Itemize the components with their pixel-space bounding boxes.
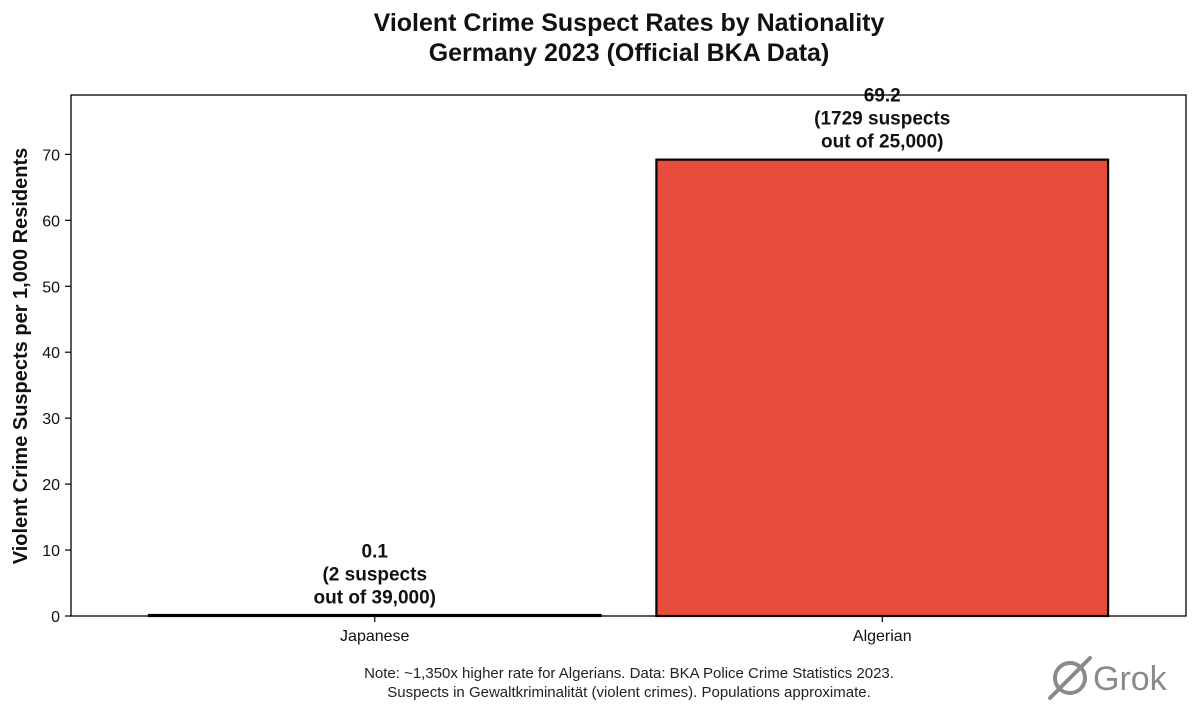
chart-title: Violent Crime Suspect Rates by Nationali… bbox=[374, 9, 885, 37]
footnote-line-2: Suspects in Gewaltkriminalität (violent … bbox=[387, 684, 871, 701]
y-tick-label: 0 bbox=[51, 609, 60, 626]
y-axis-label: Violent Crime Suspects per 1,000 Residen… bbox=[10, 148, 32, 564]
chart-subtitle: Germany 2023 (Official BKA Data) bbox=[429, 39, 830, 67]
bar-algerian bbox=[655, 158, 1110, 618]
x-tick-label: Japanese bbox=[340, 628, 409, 645]
data-label: 69.2 bbox=[864, 86, 901, 107]
data-label: out of 39,000) bbox=[314, 587, 436, 608]
data-label: 0.1 bbox=[362, 541, 389, 562]
footnote-line-1: Note: ~1,350x higher rate for Algerians.… bbox=[364, 665, 894, 682]
y-tick-label: 50 bbox=[42, 279, 60, 296]
y-tick-label: 40 bbox=[42, 345, 60, 362]
plot-frame bbox=[70, 94, 1187, 617]
x-tick-label: Algerian bbox=[853, 628, 912, 645]
y-tick-label: 30 bbox=[42, 411, 60, 428]
watermark-text: Grok bbox=[1093, 660, 1168, 698]
data-label: (1729 suspects bbox=[814, 109, 950, 130]
grok-logo-icon bbox=[1048, 656, 1092, 700]
x-ticks-group: Japanese Algerian bbox=[340, 616, 912, 645]
data-label: out of 25,000) bbox=[821, 132, 943, 153]
y-tick-label: 70 bbox=[42, 147, 60, 164]
y-tick-label: 10 bbox=[42, 543, 60, 560]
y-ticks-group: 0 10 20 30 40 50 60 70 bbox=[42, 147, 71, 626]
y-tick-label: 60 bbox=[42, 213, 60, 230]
data-label: (2 suspects bbox=[322, 564, 427, 585]
bars-group bbox=[147, 158, 1110, 618]
y-tick-label: 20 bbox=[42, 477, 60, 494]
